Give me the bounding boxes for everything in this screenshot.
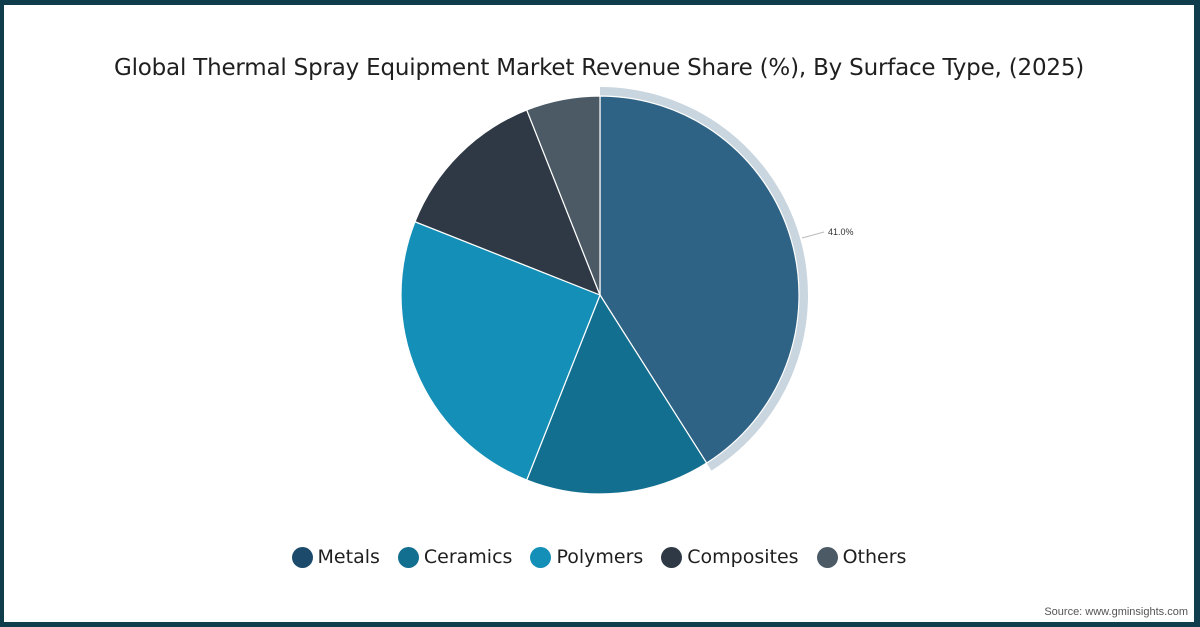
- chart-title: Global Thermal Spray Equipment Market Re…: [113, 55, 1085, 81]
- legend-item-ceramics[interactable]: Ceramics: [397, 546, 512, 568]
- legend-swatch-icon: [816, 546, 838, 568]
- pie-slice-metals[interactable]: [599, 95, 800, 464]
- source-credit: Source: www.gminsights.com: [1044, 606, 1188, 618]
- legend-item-others[interactable]: Others: [816, 546, 906, 568]
- chart-frame: Global Thermal Spray Equipment Market Re…: [4, 5, 1194, 622]
- pie-chart: 41.0%: [400, 87, 854, 495]
- legend-swatch-icon: [661, 546, 683, 568]
- legend-item-composites[interactable]: Composites: [661, 546, 799, 568]
- label-leader-line: [801, 231, 825, 239]
- legend-swatch-icon: [530, 546, 552, 568]
- legend: Metals Ceramics Polymers Composites Othe…: [4, 546, 1194, 568]
- pie-slice-others[interactable]: [525, 95, 601, 296]
- legend-swatch-icon: [397, 546, 419, 568]
- pie-slice-polymers[interactable]: [400, 220, 601, 481]
- pie-slice-composites[interactable]: [414, 109, 602, 297]
- pie-slice-ceramics[interactable]: [525, 293, 708, 495]
- legend-item-metals[interactable]: Metals: [291, 546, 380, 568]
- legend-item-polymers[interactable]: Polymers: [530, 546, 643, 568]
- metals-data-label: 41.0%: [828, 227, 854, 237]
- legend-swatch-icon: [291, 546, 313, 568]
